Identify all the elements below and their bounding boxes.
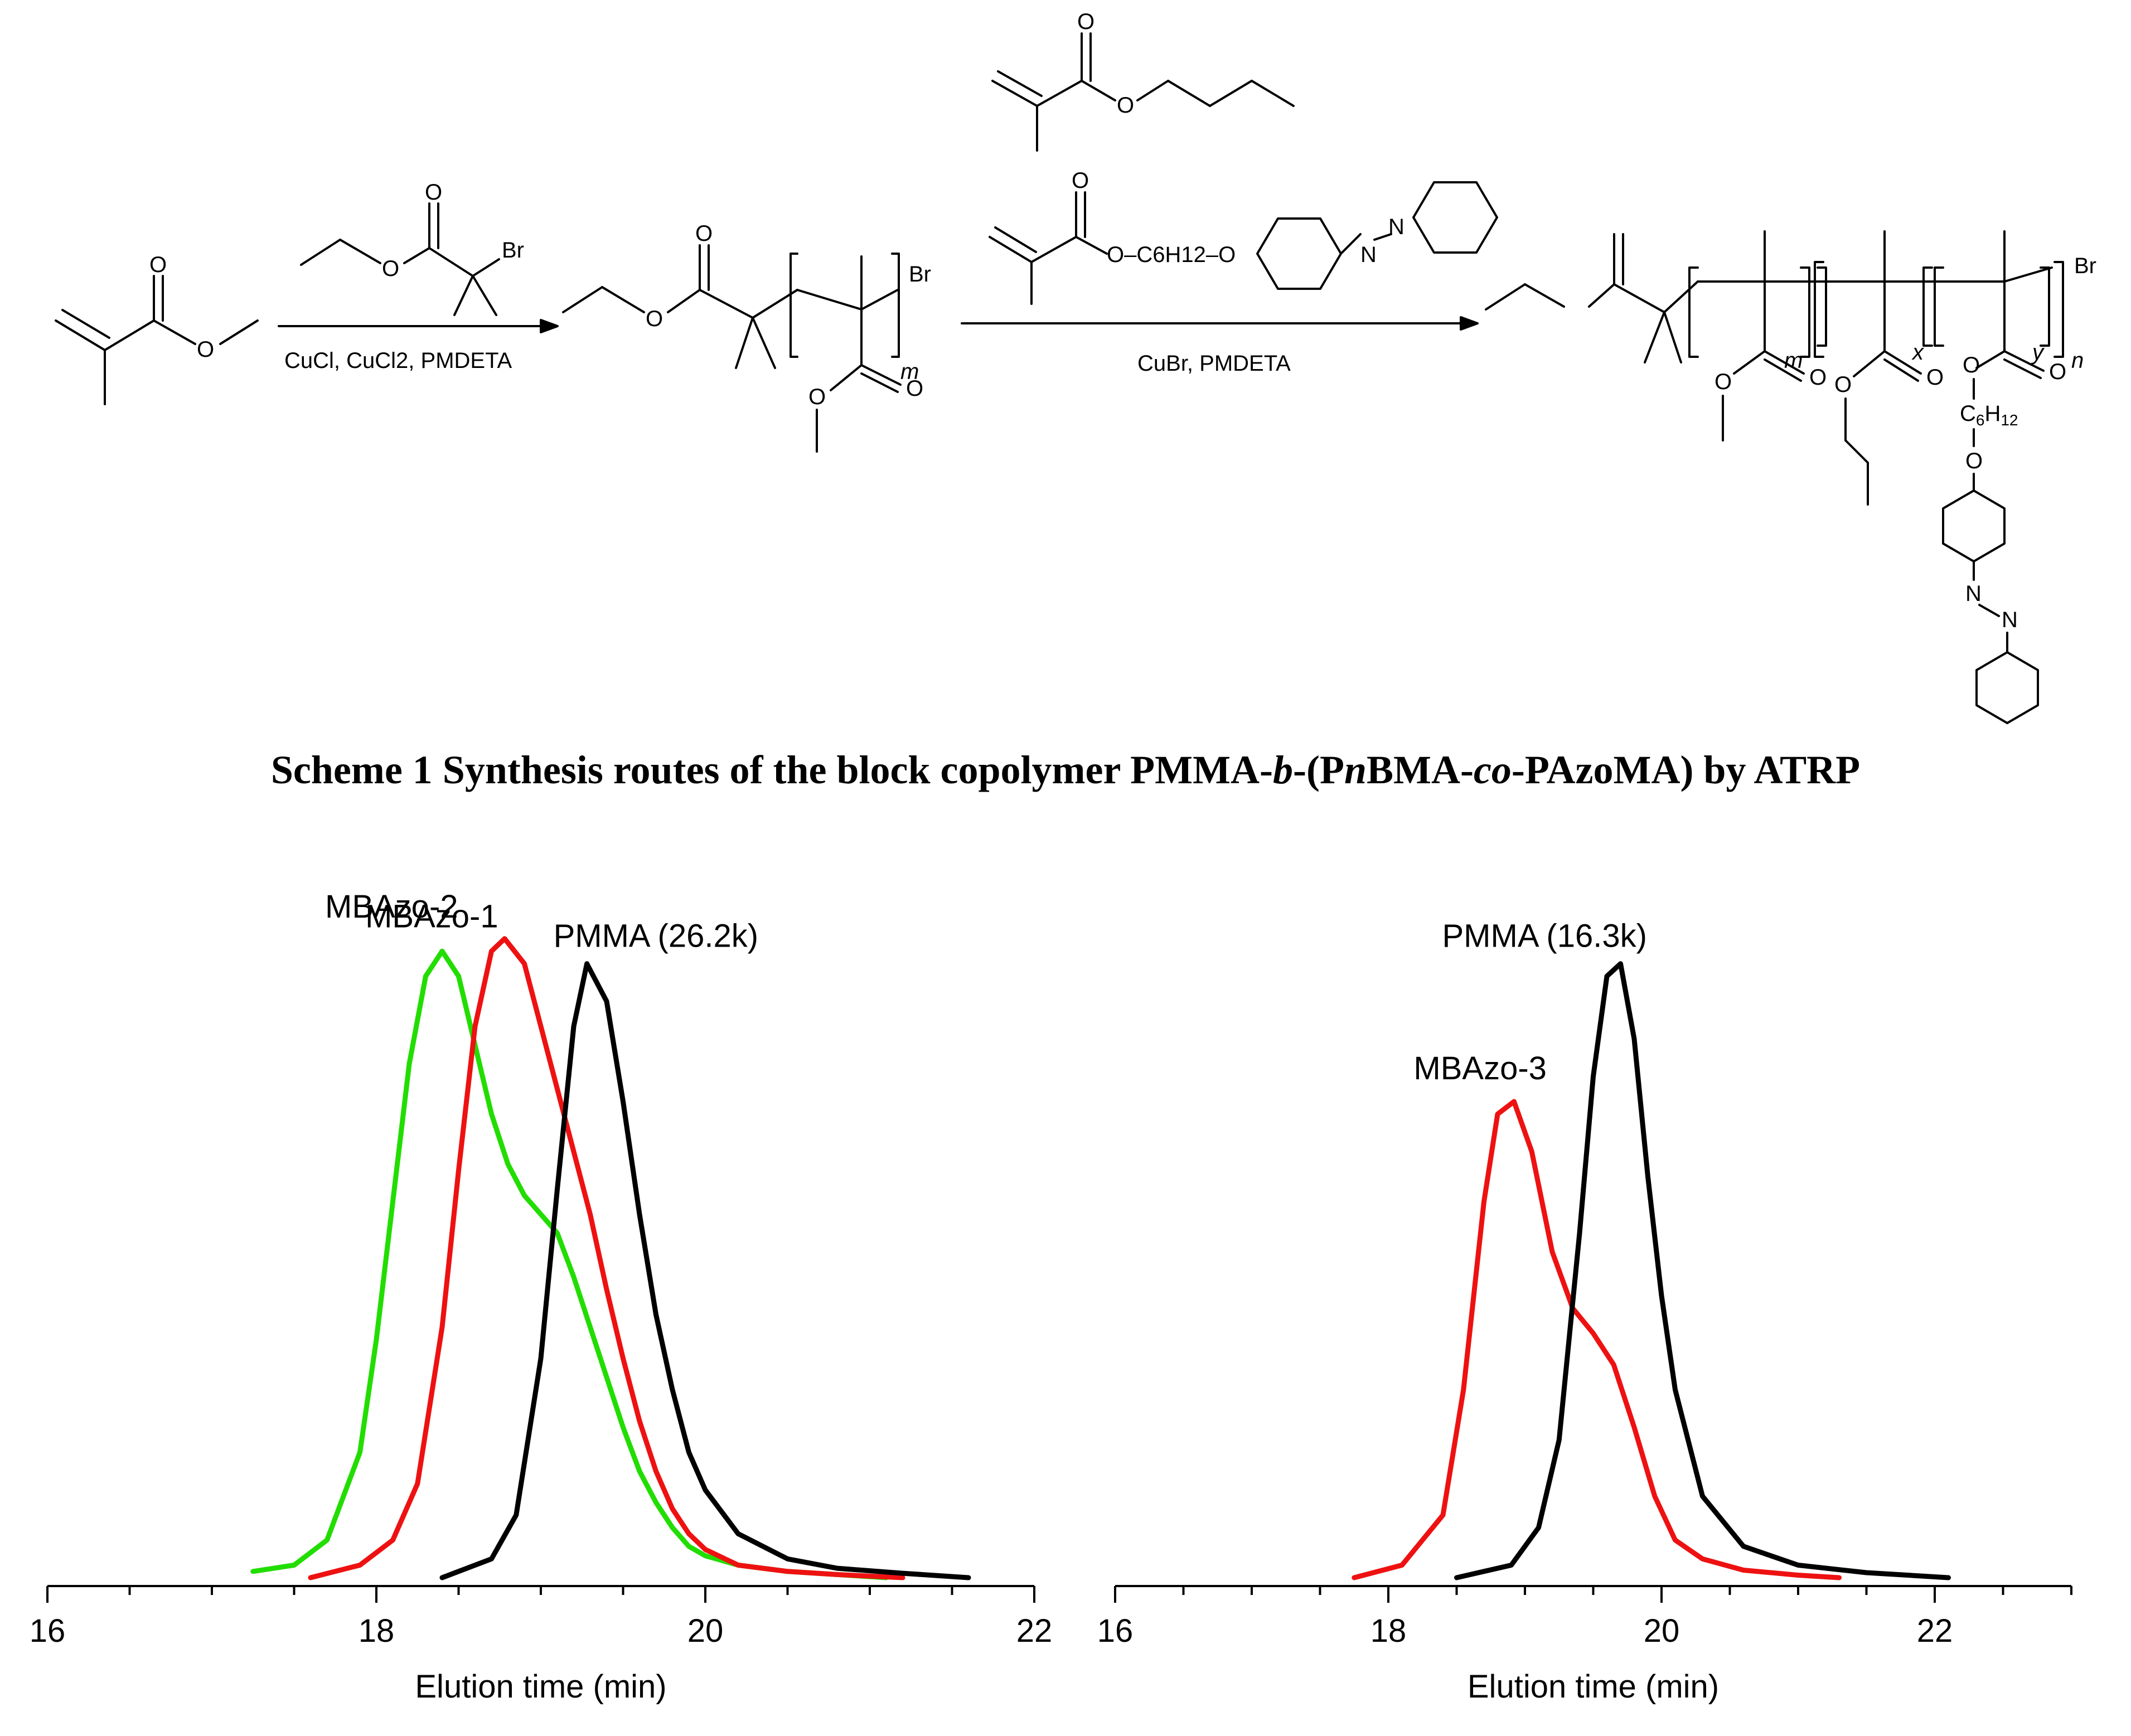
atom-label: O [1963,353,1980,377]
repeat-subscript-y: y [2031,340,2045,365]
atom-label: N [1965,581,1982,606]
atom-label: O [2049,360,2066,384]
caption-italic-co: co [1473,748,1512,792]
atom-label: O [197,337,214,362]
atom-label: Br [909,262,931,287]
series-line [308,936,905,1580]
atom-label: O [695,221,713,246]
series-line [1454,961,1951,1580]
series-label: MBAzo-3 [1413,1050,1547,1087]
series-label: PMMA (16.3k) [1442,918,1647,954]
repeat-subscript-m: m [1784,348,1803,373]
x-tick-label: 16 [1097,1613,1134,1649]
scheme-caption: Scheme 1 Synthesis routes of the block c… [0,747,2131,793]
series-label: MBAzo-1 [365,899,498,935]
nbma-monomer-structure: O O [991,9,1295,152]
series-line [439,961,971,1580]
repeat-subscript-x: x [1911,340,1925,365]
x-axis-label: Elution time (min) [1468,1669,1719,1705]
atom-label: O [382,256,399,281]
x-tick-label: 22 [1016,1613,1053,1649]
atom-label: N [1360,243,1377,267]
repeat-subscript-n: n [2071,348,2084,373]
x-tick-label: 20 [687,1613,724,1649]
x-tick-label: 18 [359,1613,395,1649]
caption-italic-n: n [1344,748,1367,792]
series-line [1352,1099,1842,1580]
step2-reagents: CuBr, PMDETA [1137,351,1291,376]
atom-label: O [1072,168,1089,193]
caption-suffix: -PAzoMA) by ATRP [1511,748,1861,792]
linker-label: O–C6H12–O [1107,243,1236,267]
block-copolymer-structure: O O O O O O C6H12 O N N Br m x y n [1485,230,2096,724]
series-label: PMMA (26.2k) [554,918,758,954]
atom-label: O [1077,9,1094,34]
reaction-scheme: O O O O Br CuCl, CuCl2, PMDETA [55,9,2096,724]
atom-label: O [425,180,442,205]
atom-label: O [646,307,663,331]
atom-label: Br [2074,254,2096,278]
atom-label: N [2002,608,2018,632]
atom-label: O [1117,93,1134,118]
series-label: MBAzo-2 [325,889,458,925]
azoma-monomer-structure: O O–C6H12–O N N [989,168,1498,305]
pmma-macroinitiator-structure: O O O O Br m [562,221,931,453]
x-axis-label: Elution time (min) [415,1669,666,1705]
caption-mid-1: -(P [1293,748,1344,792]
initiator-structure: O O Br [300,180,524,316]
x-tick-label: 18 [1370,1613,1407,1649]
atom-label: O [149,253,167,277]
atom-label: O [1834,372,1852,397]
repeat-subscript-m: m [900,360,919,384]
x-tick-label: 16 [30,1613,66,1649]
caption-mid-2: BMA- [1367,748,1474,792]
reaction-arrow-2: CuBr, PMDETA [961,316,1479,376]
x-tick-label: 20 [1644,1613,1680,1649]
reaction-arrow-1: CuCl, CuCl2, PMDETA [278,319,559,373]
atom-label: Br [502,238,524,263]
mma-monomer-structure: O O [55,253,259,405]
step1-reagents: CuCl, CuCl2, PMDETA [284,348,512,373]
atom-label: O [1926,365,1944,390]
atom-label: O [906,376,923,401]
caption-italic-b: b [1273,748,1294,792]
atom-label: O [1965,449,1983,473]
atom-label: O [1809,365,1827,390]
caption-prefix: Scheme 1 Synthesis routes of the block c… [270,748,1273,792]
x-tick-label: 22 [1917,1613,1953,1649]
series-line [250,948,889,1580]
atom-label: O [808,385,826,409]
atom-label: O [1715,370,1732,394]
